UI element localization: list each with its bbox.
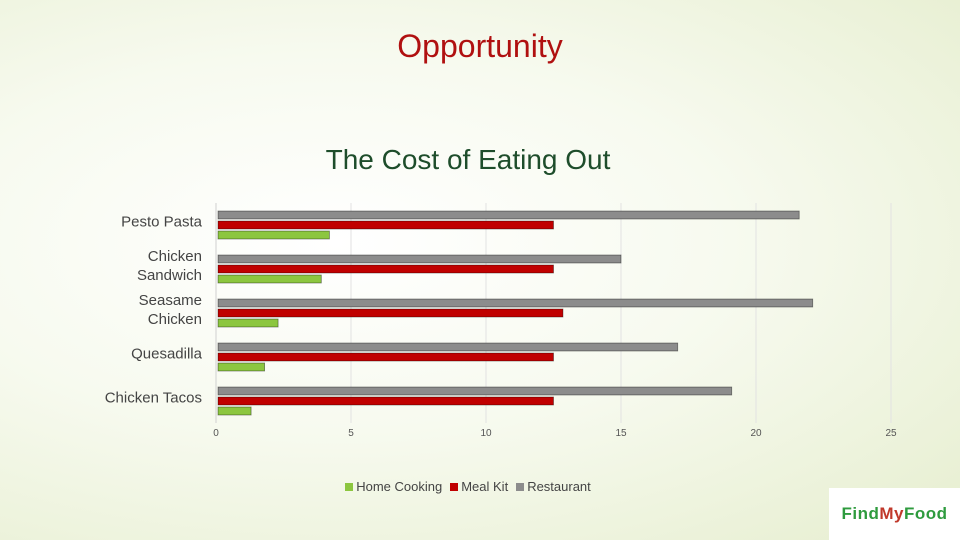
y-tick-label: Chicken Sandwich [136, 248, 202, 284]
bar [217, 254, 622, 264]
x-tick-label: 20 [750, 428, 762, 439]
bar [217, 318, 279, 328]
x-tick-label: 0 [213, 428, 219, 439]
y-tick-label: Chicken Tacos [104, 389, 202, 407]
x-tick-label: 15 [615, 428, 627, 439]
logo-part: Food [903, 504, 948, 523]
y-tick-label: Pesto Pasta [121, 213, 202, 231]
bar [217, 264, 554, 274]
legend-item: Home Cooking [345, 479, 442, 494]
x-tick-label: 25 [885, 428, 897, 439]
bar [217, 298, 814, 308]
x-tick-label: 10 [480, 428, 492, 439]
logo: Find My Food [829, 488, 960, 540]
legend-label: Meal Kit [461, 479, 509, 494]
legend-swatch [516, 483, 525, 491]
bar [217, 396, 554, 406]
legend-swatch [345, 483, 354, 491]
logo-part: My [879, 504, 904, 523]
legend: Home Cooking Meal Kit Restaurant [0, 479, 936, 494]
bar [217, 386, 733, 396]
x-tick-label: 5 [348, 428, 354, 439]
bar [217, 210, 800, 220]
slide-title: Opportunity [397, 28, 563, 64]
legend-item: Meal Kit [450, 479, 508, 494]
bar [217, 220, 554, 230]
legend-item: Restaurant [516, 479, 591, 494]
legend-swatch [450, 483, 459, 491]
bar [217, 308, 564, 318]
bar [217, 362, 265, 372]
legend-label: Restaurant [527, 479, 591, 494]
y-tick-label: Seasame Chicken [138, 292, 202, 328]
y-tick-label: Quesadilla [131, 345, 202, 363]
bar [217, 342, 679, 352]
logo-part: Find [841, 504, 880, 523]
legend-label: Home Cooking [356, 479, 443, 494]
bar [217, 352, 554, 362]
bar [217, 230, 330, 240]
chart-title: The Cost of Eating Out [325, 144, 611, 175]
bar [217, 274, 322, 284]
bar [217, 406, 252, 416]
